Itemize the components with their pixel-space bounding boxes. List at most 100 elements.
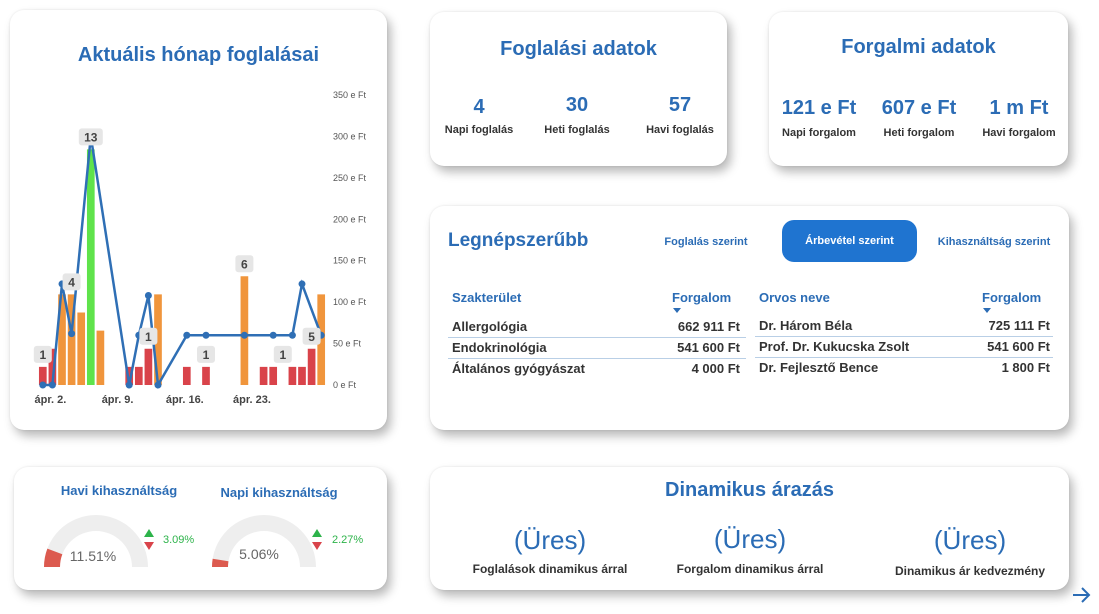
bar — [317, 294, 326, 385]
specialty-header[interactable]: Szakterület — [452, 290, 522, 305]
gauge-fill — [44, 548, 63, 567]
daily-utilization-value: 5.06% — [239, 546, 279, 562]
table-row-specialty: Endokrinológia — [452, 340, 547, 355]
line-point — [202, 331, 210, 339]
dynamic-revenue-value: (Üres) — [713, 524, 787, 554]
arrow-right-icon[interactable] — [1072, 587, 1092, 603]
left-revenue-header[interactable]: Forgalom — [672, 290, 732, 305]
data-label: 6 — [241, 257, 248, 271]
bar — [182, 366, 191, 385]
table-row-doctor: Dr. Három Béla — [759, 318, 853, 333]
bar — [125, 366, 134, 385]
table-row-revenue: 541 600 Ft — [987, 339, 1050, 354]
bar — [202, 366, 210, 385]
weekly-booking-label: Heti foglalás — [544, 124, 610, 136]
weekly-revenue-label: Heti forgalom — [883, 127, 955, 139]
booking-title: Foglalási adatok — [500, 38, 657, 60]
data-label-box — [62, 273, 81, 291]
bar — [86, 149, 95, 385]
daily-utilization-title: Napi kihasználtság — [220, 485, 338, 500]
dynamic-revenue-label: Forgalom dinamikus árral — [676, 562, 824, 576]
daily-revenue-value: 121 e Ft — [781, 97, 857, 119]
bar — [38, 366, 47, 385]
data-label: 1 — [145, 330, 152, 344]
data-label-box — [33, 345, 52, 363]
tab-by-utilization[interactable]: Kihasználtság szerint — [937, 236, 1051, 248]
dynamic-pricing-title: Dinamikus árazás — [665, 479, 834, 501]
x-tick-label: ápr. 9. — [102, 394, 134, 406]
table-row-specialty: Általános gyógyászat — [452, 361, 585, 376]
sort-down-icon[interactable] — [983, 308, 991, 313]
data-label: 1 — [279, 348, 286, 362]
dynamic-discount-value: (Üres) — [933, 525, 1007, 555]
monthly-utilization-value: 11.51% — [69, 548, 117, 564]
doctor-name-header[interactable]: Orvos neve — [759, 290, 830, 305]
bar — [288, 366, 297, 385]
gauge-track — [44, 515, 148, 567]
gauge-track — [212, 515, 316, 567]
tab-by-revenue[interactable]: Árbevétel szerint — [782, 220, 917, 262]
line-point — [68, 330, 76, 338]
bar — [259, 366, 268, 385]
daily-utilization-gauge — [212, 515, 316, 567]
monthly-revenue-label: Havi forgalom — [982, 127, 1056, 139]
row-divider — [448, 358, 746, 359]
bar — [134, 366, 143, 385]
data-label-box — [235, 255, 254, 273]
daily-revenue-label: Napi forgalom — [782, 127, 856, 139]
y-tick-label: 300 e Ft — [333, 131, 367, 141]
x-tick-label: ápr. 16. — [166, 394, 204, 406]
right-revenue-header[interactable]: Forgalom — [982, 290, 1042, 305]
data-label-box — [139, 327, 158, 345]
line-point — [288, 331, 296, 339]
y-tick-label: 0 e Ft — [333, 380, 357, 390]
dynamic-pricing-card: Dinamikus árazás (Üres) Foglalások dinam… — [430, 467, 1069, 590]
most-popular-title: Legnépszerűbb — [448, 230, 589, 251]
sort-down-icon[interactable] — [673, 308, 681, 313]
data-label: 13 — [84, 130, 98, 144]
trend-up-down-icon — [312, 529, 322, 550]
bar — [298, 366, 306, 385]
monthly-utilization-delta: 3.09% — [163, 534, 195, 546]
dynamic-bookings-label: Foglalások dinamikus árral — [472, 562, 628, 576]
bar — [67, 294, 76, 385]
data-label: 5 — [308, 330, 315, 344]
tab-by-booking[interactable]: Foglalás szerint — [664, 236, 748, 248]
line-point — [154, 381, 162, 389]
y-tick-label: 50 e Ft — [333, 339, 362, 349]
table-row-revenue: 662 911 Ft — [677, 319, 740, 334]
monthly-booking-label: Havi foglalás — [646, 124, 714, 136]
data-label: 1 — [203, 348, 210, 362]
booking-kpi-card: Foglalási adatok 4 Napi foglalás 30 Heti… — [430, 12, 727, 166]
dynamic-bookings-value: (Üres) — [513, 525, 587, 555]
monthly-utilization-title: Havi kihasználtság — [60, 483, 178, 498]
monthly-booking-value: 57 — [668, 94, 692, 116]
line-point — [183, 331, 191, 339]
weekly-booking-value: 30 — [565, 94, 589, 116]
line-point — [144, 292, 152, 300]
line-point — [240, 331, 248, 339]
line-point — [48, 381, 56, 389]
bookings-chart-card: Aktuális hónap foglalásai 350 e Ft 300 e … — [10, 10, 387, 430]
y-tick-label: 100 e Ft — [333, 297, 367, 307]
table-row-revenue: 725 111 Ft — [988, 318, 1050, 333]
dynamic-discount-label: Dinamikus ár kedvezmény — [894, 564, 1046, 578]
row-divider — [448, 337, 746, 338]
table-row-revenue: 4 000 Ft — [691, 361, 740, 376]
data-label-box — [197, 345, 215, 363]
bar — [240, 276, 249, 385]
data-label-box — [302, 327, 321, 345]
row-divider — [755, 336, 1053, 337]
gauge-fill — [212, 558, 229, 567]
data-label: 1 — [39, 348, 46, 362]
data-label-box — [78, 128, 103, 146]
bar — [269, 366, 278, 385]
row-divider — [755, 357, 1053, 358]
line-point — [125, 381, 133, 389]
daily-booking-label: Napi foglalás — [444, 124, 514, 136]
y-tick-label: 350 e Ft — [333, 90, 367, 100]
table-row-doctor: Prof. Dr. Kukucska Zsolt — [759, 339, 910, 354]
daily-utilization-delta: 2.27% — [332, 534, 364, 546]
line-point — [298, 280, 306, 288]
